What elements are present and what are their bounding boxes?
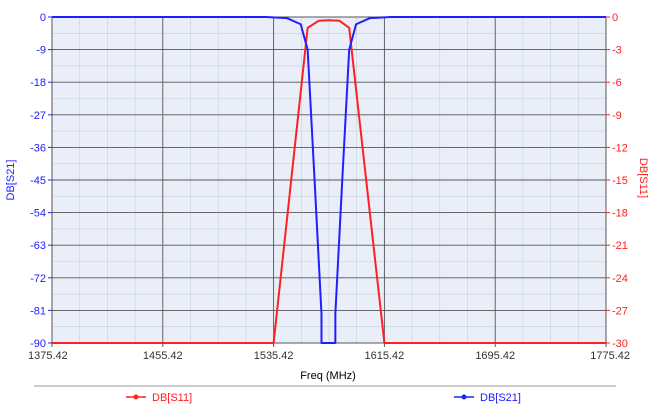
y-left-tick-label: -9 bbox=[36, 45, 46, 57]
y-left-tick-label: -36 bbox=[30, 142, 46, 154]
x-tick-label: 1535.42 bbox=[254, 350, 294, 362]
y-left-tick-label: -45 bbox=[30, 175, 46, 187]
legend-item-s11: DB[S11] bbox=[126, 392, 192, 404]
x-tick-label: 1695.42 bbox=[475, 350, 515, 362]
y-left-tick-label: -90 bbox=[30, 338, 46, 350]
legend-label-s21: DB[S21] bbox=[480, 392, 521, 404]
y-right-tick-label: -12 bbox=[612, 142, 628, 154]
x-tick-label: 1615.42 bbox=[365, 350, 405, 362]
x-tick-label: 1455.42 bbox=[143, 350, 183, 362]
y-axis-right-title: DB[S11] bbox=[637, 158, 649, 198]
tick-layer: 1375.42 1455.42 1535.42 1615.42 1695.42 1775.… bbox=[28, 12, 630, 362]
y-left-tick-label: -27 bbox=[30, 110, 46, 122]
y-right-tick-label: -27 bbox=[612, 305, 628, 317]
y-left-tick-label: -54 bbox=[30, 208, 46, 220]
series-line-db-s11 bbox=[52, 19, 606, 344]
y-right-tick-label: -30 bbox=[612, 338, 628, 350]
grid-major bbox=[52, 17, 606, 343]
y-left-tick-label: -72 bbox=[30, 273, 46, 285]
y-left-tick-label: -18 bbox=[30, 77, 46, 89]
y-right-tick-label: -3 bbox=[612, 45, 622, 57]
y-right-tick-label: -18 bbox=[612, 208, 628, 220]
x-axis-title: Freq (MHz) bbox=[300, 370, 356, 382]
y-left-tick-label: 0 bbox=[40, 12, 46, 24]
legend-marker-s11-dot bbox=[133, 394, 139, 400]
y-right-tick-label: -21 bbox=[612, 240, 628, 252]
legend-label-s11: DB[S11] bbox=[152, 392, 192, 404]
y-right-tick-label: -6 bbox=[612, 77, 622, 89]
x-tick-label: 1775.42 bbox=[590, 350, 630, 362]
y-right-tick-label: -15 bbox=[612, 175, 628, 187]
legend-marker-s21-dot bbox=[461, 394, 467, 400]
y-left-tick-label: -63 bbox=[30, 240, 46, 252]
x-tick-label: 1375.42 bbox=[28, 350, 68, 362]
y-axis-left-title: DB[S21] bbox=[5, 160, 17, 201]
y-left-tick-label: -81 bbox=[30, 305, 46, 317]
y-right-tick-label: 0 bbox=[612, 12, 618, 24]
y-right-tick-label: -24 bbox=[612, 273, 628, 285]
legend-item-s21: DB[S21] bbox=[454, 392, 521, 404]
series-layer bbox=[52, 16, 606, 344]
series-line-db-s21 bbox=[52, 16, 606, 344]
y-right-tick-label: -9 bbox=[612, 110, 622, 122]
